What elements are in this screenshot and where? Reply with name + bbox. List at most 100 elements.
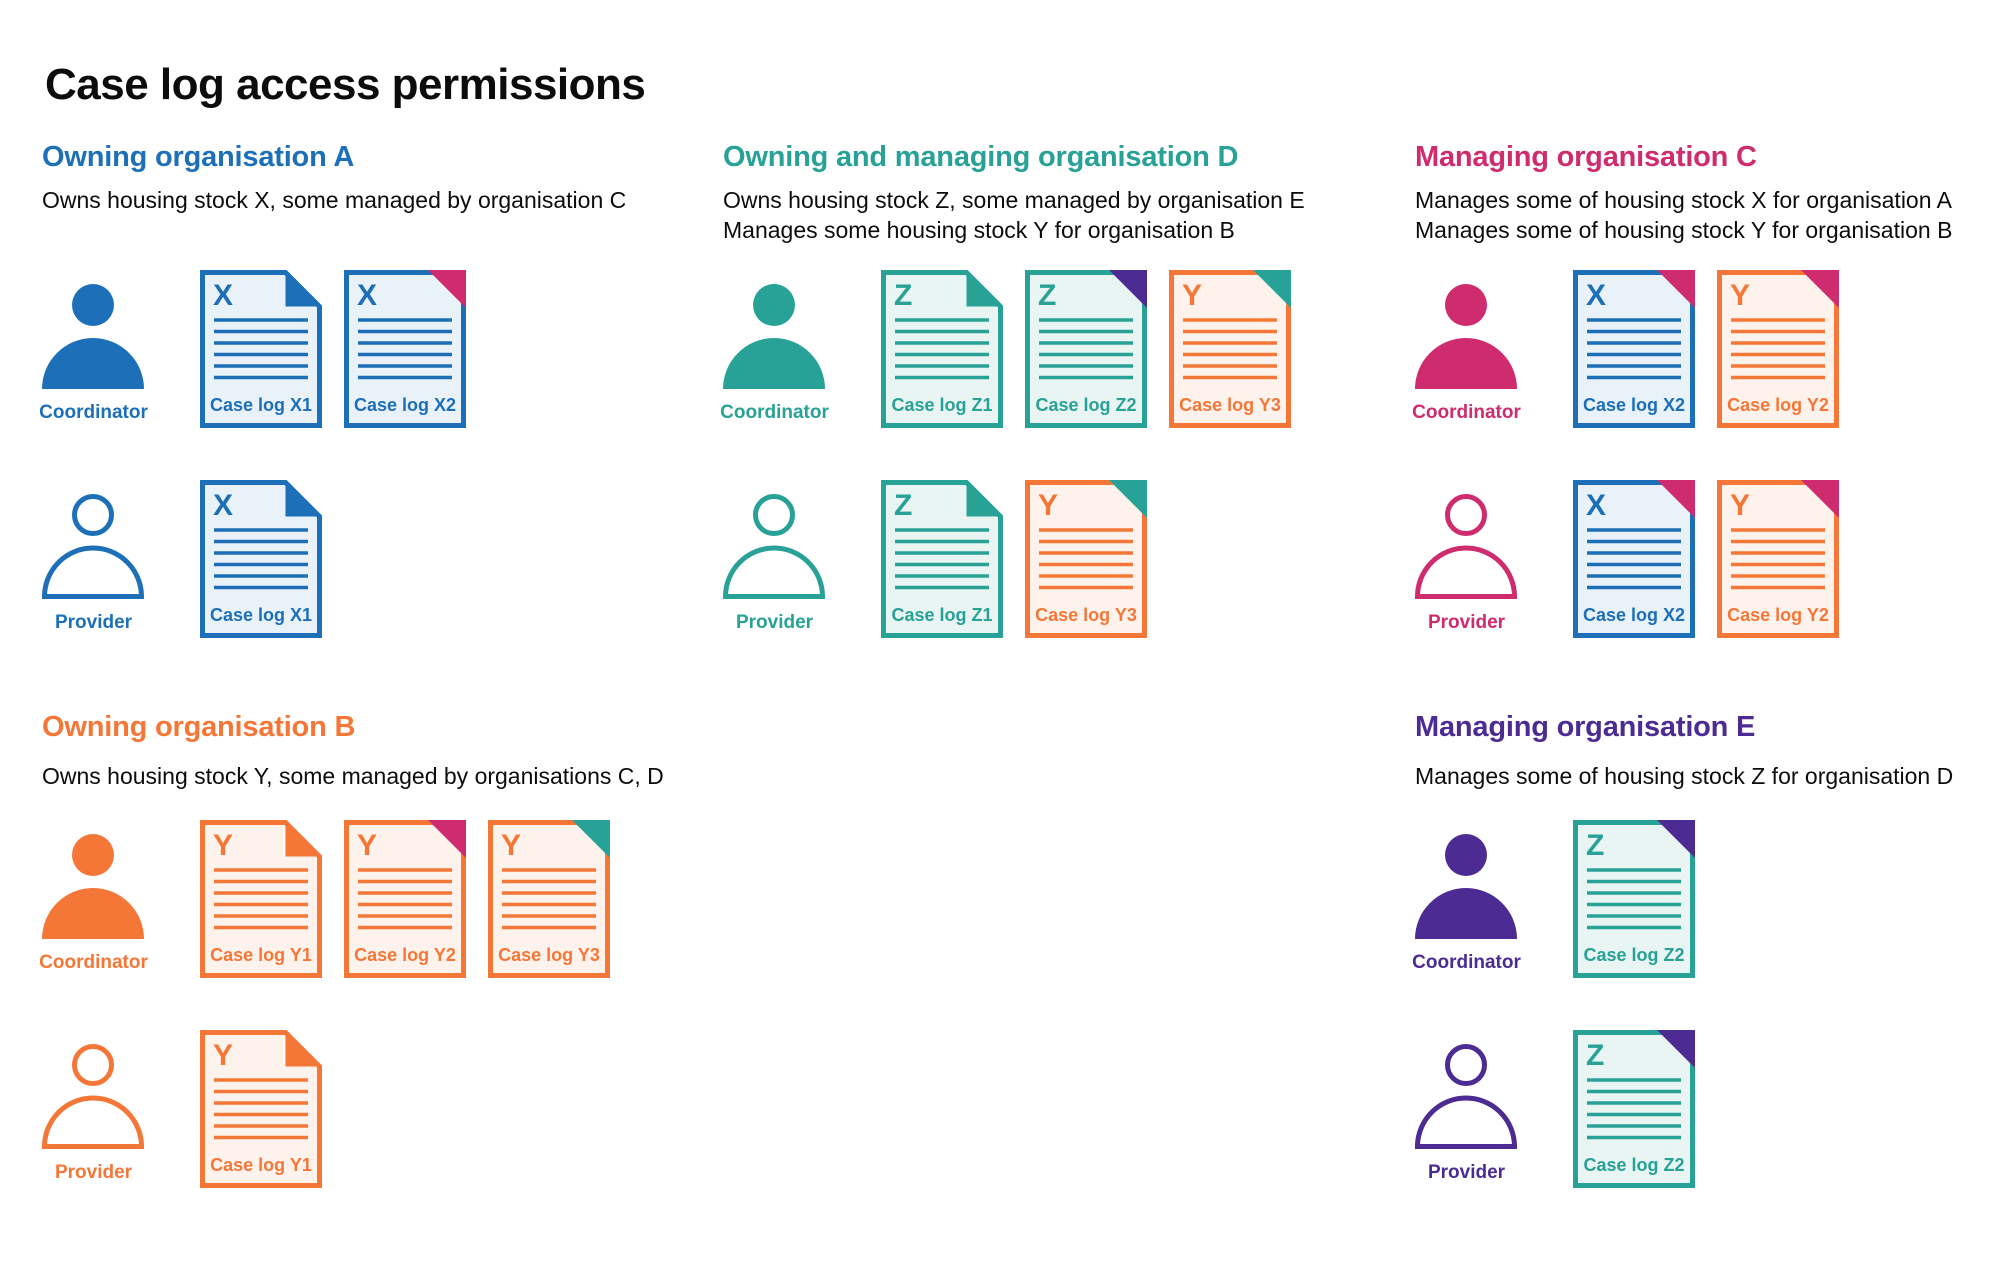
case-log-doc: Y Case log Y3	[1169, 270, 1291, 428]
section-description: Owns housing stock Y, some managed by or…	[42, 761, 664, 791]
doc-page	[1573, 480, 1695, 638]
doc-label: Case log Y3	[1179, 395, 1281, 415]
section-description: Owns housing stock Z, some managed by or…	[723, 185, 1305, 245]
person-body	[42, 888, 144, 939]
doc-label: Case log Z1	[891, 605, 992, 625]
doc-text-lines	[1587, 1078, 1681, 1140]
doc-page	[1169, 270, 1291, 428]
doc-fold-icon	[1657, 1030, 1695, 1068]
role-row-provider: Provider Y Case log Y1	[42, 1030, 322, 1205]
doc-letter: X	[1586, 279, 1606, 312]
doc-fold-icon	[285, 822, 320, 857]
case-log-doc: Z Case log Z2	[1573, 820, 1695, 978]
doc-label: Case log Y1	[210, 1155, 312, 1175]
coordinator-icon	[1415, 834, 1517, 939]
doc-text-lines	[214, 528, 308, 590]
case-log-doc: X Case log X2	[1573, 270, 1695, 428]
doc-letter: Y	[1182, 279, 1202, 312]
person-body	[1415, 545, 1517, 599]
doc-letter: Y	[501, 829, 521, 862]
person-body	[1415, 888, 1517, 939]
doc-fold-icon	[572, 820, 610, 858]
person-provider: Provider	[1415, 1030, 1518, 1205]
doc-label: Case log Y3	[1035, 605, 1137, 625]
person-coordinator: Coordinator	[39, 270, 148, 445]
person-head	[72, 1044, 114, 1086]
person-head	[753, 284, 795, 326]
role-row-provider: Provider Z Case log Z2	[1415, 1030, 1695, 1205]
person-head	[72, 494, 114, 536]
person-body	[1415, 1095, 1517, 1149]
doc-page	[200, 480, 322, 638]
provider-icon	[42, 494, 144, 599]
doc-fold-icon	[1109, 480, 1147, 518]
doc-label: Case log Y2	[354, 945, 456, 965]
coordinator-icon	[723, 284, 825, 389]
doc-label: Case log Y2	[1727, 395, 1829, 415]
doc-text-lines	[358, 868, 452, 930]
doc-text-lines	[1039, 318, 1133, 380]
case-log-doc: Y Case log Y1	[200, 820, 322, 978]
doc-label: Case log X1	[210, 605, 312, 625]
person-provider: Provider	[723, 480, 826, 655]
doc-letter: X	[213, 489, 233, 522]
doc-text-lines	[1587, 528, 1681, 590]
doc-label: Case log Z2	[1583, 1155, 1684, 1175]
person-head	[1445, 494, 1487, 536]
role-row-coordinator: Coordinator X Case log X2 Y Case log Y2	[1412, 270, 1839, 445]
person-provider: Provider	[1415, 480, 1518, 655]
person-body	[723, 338, 825, 389]
doc-page	[1717, 270, 1839, 428]
section-description-line: Owns housing stock Y, some managed by or…	[42, 763, 664, 789]
doc-page	[1573, 270, 1695, 428]
person-coordinator: Coordinator	[1412, 270, 1521, 445]
doc-text-lines	[1587, 868, 1681, 930]
doc-label: Case log X2	[354, 395, 456, 415]
doc-list: X Case log X1 X Case log X2	[200, 270, 466, 445]
section-description: Owns housing stock X, some managed by or…	[42, 185, 626, 215]
doc-fold-icon	[1253, 270, 1291, 308]
doc-fold-icon	[428, 270, 466, 308]
doc-page	[488, 820, 610, 978]
doc-text-lines	[1731, 318, 1825, 380]
role-label: Provider	[54, 612, 133, 633]
doc-text-lines	[502, 868, 596, 930]
role-label: Coordinator	[39, 952, 148, 973]
role-row-coordinator: Coordinator Z Case log Z1 Z Case log Z2 Y Case…	[720, 270, 1291, 445]
doc-page	[1717, 480, 1839, 638]
person-body	[723, 545, 825, 599]
role-row-coordinator: Coordinator Z Case log Z2	[1412, 820, 1695, 995]
doc-fold-icon	[1657, 820, 1695, 858]
doc-fold-icon	[285, 482, 320, 517]
doc-fold-icon	[1801, 480, 1839, 518]
person-provider: Provider	[42, 480, 145, 655]
case-log-doc: Z Case log Z1	[881, 270, 1003, 428]
doc-letter: Y	[357, 829, 377, 862]
doc-text-lines	[214, 318, 308, 380]
doc-label: Case log Z2	[1035, 395, 1136, 415]
section-description: Manages some of housing stock Z for orga…	[1415, 761, 1953, 791]
case-log-doc: Y Case log Y2	[1717, 480, 1839, 638]
person-body	[42, 338, 144, 389]
doc-list: Z Case log Z1 Z Case log Z2 Y Case log Y3	[881, 270, 1291, 445]
person-body	[42, 1095, 144, 1149]
doc-letter: Y	[213, 829, 233, 862]
doc-text-lines	[214, 1078, 308, 1140]
provider-icon	[1415, 494, 1517, 599]
person-provider: Provider	[42, 1030, 145, 1205]
doc-fold-icon	[966, 482, 1001, 517]
case-log-doc: X Case log X2	[1573, 480, 1695, 638]
doc-letter: Y	[213, 1039, 233, 1072]
doc-fold-icon	[285, 272, 320, 307]
doc-letter: X	[213, 279, 233, 312]
doc-label: Case log Z1	[891, 395, 992, 415]
person-coordinator: Coordinator	[1412, 820, 1521, 995]
person-head	[1445, 1044, 1487, 1086]
doc-fold-icon	[1109, 270, 1147, 308]
section-description-line: Manages some of housing stock Y for orga…	[1415, 217, 1953, 243]
case-log-doc: Z Case log Z1	[881, 480, 1003, 638]
doc-text-lines	[1039, 528, 1133, 590]
person-head	[1445, 284, 1487, 326]
doc-letter: X	[357, 279, 377, 312]
